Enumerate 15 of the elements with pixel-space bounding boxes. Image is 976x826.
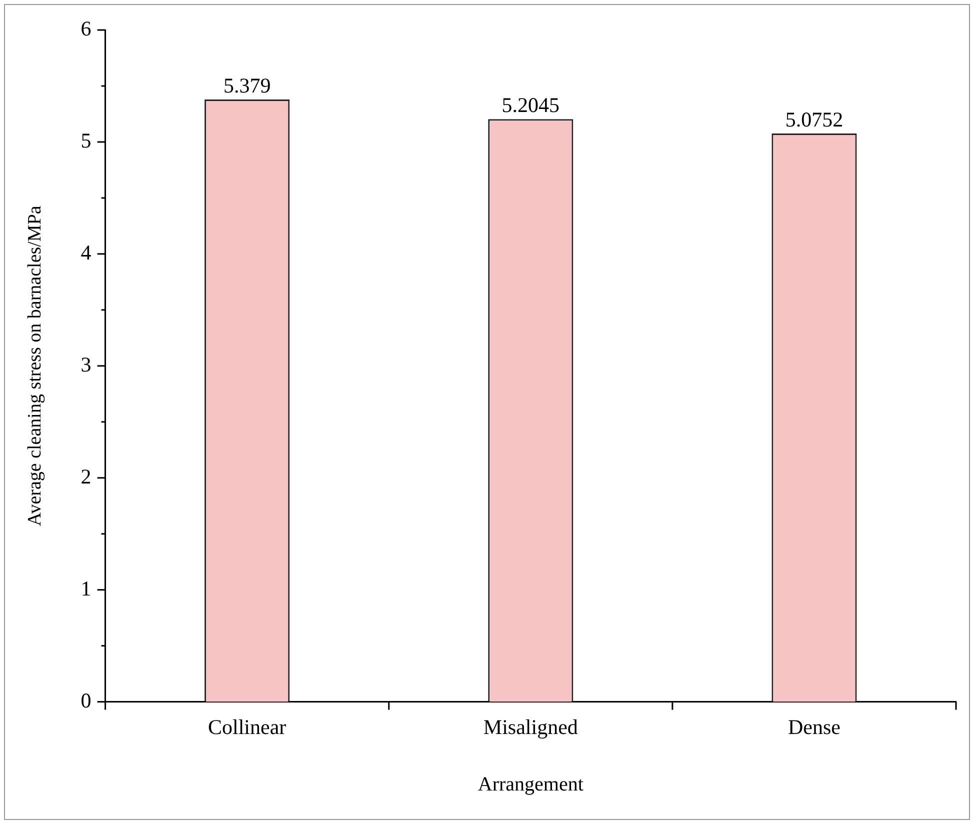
data-label: 5.2045 bbox=[502, 93, 560, 118]
y-tick-label: 6 bbox=[80, 16, 92, 41]
y-axis-title: Average cleaning stress on barnacles/MPa bbox=[24, 205, 46, 526]
y-tick-label: 0 bbox=[80, 688, 92, 712]
x-axis-title: Arrangement bbox=[478, 773, 584, 796]
y-tick-label: 5 bbox=[80, 128, 92, 152]
y-tick-label: 2 bbox=[80, 464, 92, 488]
y-tick-label: 3 bbox=[80, 352, 92, 376]
y-tick-label: 4 bbox=[80, 240, 92, 264]
x-tick-label: Collinear bbox=[208, 714, 286, 739]
data-label: 5.0752 bbox=[785, 108, 844, 132]
y-tick-label: 1 bbox=[80, 576, 92, 600]
data-label: 5.379 bbox=[223, 74, 271, 98]
x-tick-label: Dense bbox=[788, 714, 840, 739]
x-tick-label: Misaligned bbox=[483, 714, 578, 739]
